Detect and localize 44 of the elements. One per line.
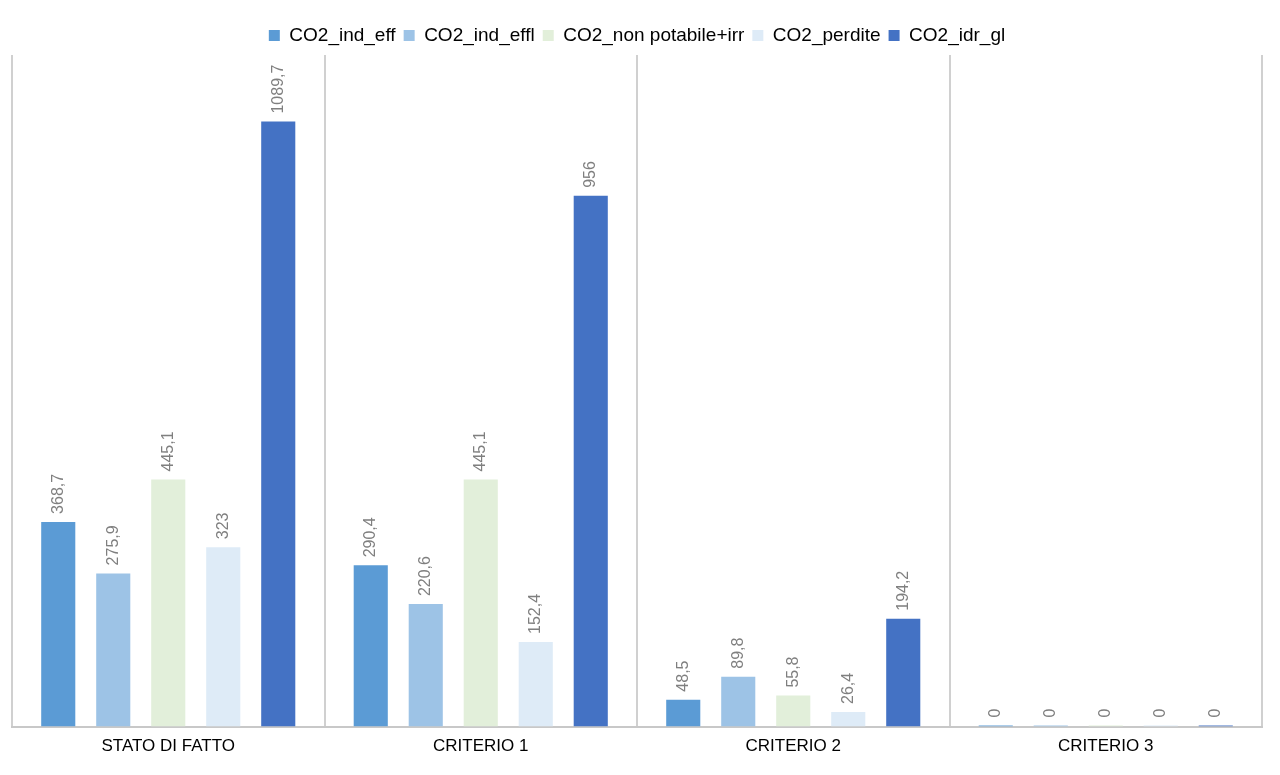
bar <box>886 618 921 727</box>
data-label: 220,6 <box>416 555 434 597</box>
bar <box>463 479 498 727</box>
bar <box>353 565 388 727</box>
legend-label: CO2_ind_effl <box>424 23 535 46</box>
bar <box>41 521 76 727</box>
data-label: 0 <box>1206 708 1224 718</box>
data-label: 0 <box>986 708 1004 718</box>
data-label: 956 <box>581 160 599 188</box>
data-label: 152,4 <box>526 593 544 634</box>
bar <box>518 641 553 727</box>
bar <box>206 547 241 727</box>
bar <box>831 711 866 727</box>
data-label: 0 <box>1151 708 1169 718</box>
bar <box>776 695 811 727</box>
data-label: 445,1 <box>158 431 176 472</box>
data-label: 0 <box>1096 708 1114 718</box>
data-label: 1089,7 <box>268 64 286 114</box>
legend-label: CO2_idr_gl <box>909 23 1006 46</box>
bar <box>573 195 608 727</box>
x-tick-label: CRITERIO 1 <box>433 736 529 756</box>
data-label: 0 <box>1041 708 1059 718</box>
bar <box>721 676 756 727</box>
data-label: 26,4 <box>838 672 856 704</box>
legend-label: CO2_ind_eff <box>289 23 397 46</box>
data-label: 48,5 <box>673 660 691 692</box>
x-tick-label: STATO DI FATTO <box>101 736 235 756</box>
legend-label: CO2_non potabile+irr <box>563 23 746 46</box>
bar <box>96 573 131 727</box>
data-label: 89,8 <box>728 637 746 669</box>
bar <box>151 479 186 727</box>
bar <box>261 121 296 727</box>
data-label: 323 <box>213 512 231 540</box>
data-label: 290,4 <box>361 517 379 558</box>
legend-label: CO2_perdite <box>772 23 881 46</box>
x-tick-label: CRITERIO 2 <box>745 736 841 756</box>
x-tick-label: CRITERIO 3 <box>1058 736 1154 756</box>
data-label: 194,2 <box>893 570 911 611</box>
data-label: 55,8 <box>783 656 801 688</box>
data-label: 368,7 <box>48 473 66 514</box>
data-label: 275,9 <box>103 525 121 566</box>
bar <box>666 699 701 727</box>
data-label: 445,1 <box>471 431 489 472</box>
bar <box>408 604 443 727</box>
